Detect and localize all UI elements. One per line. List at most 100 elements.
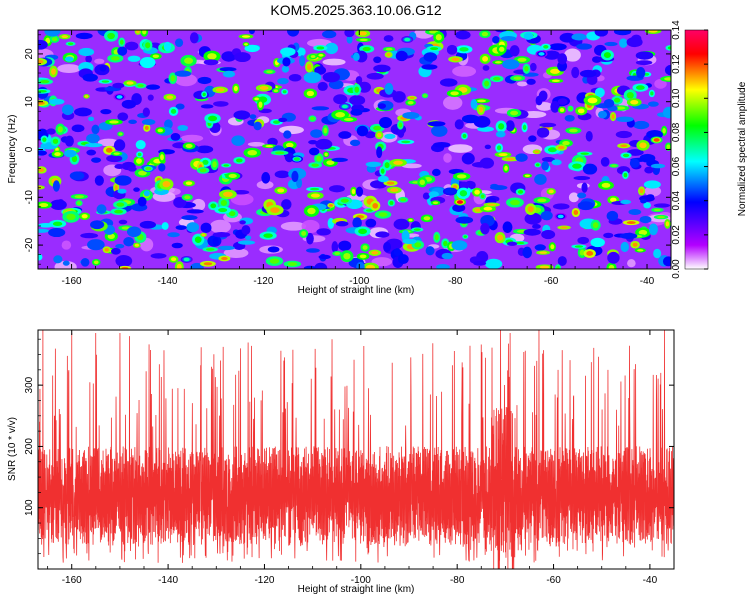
- spectrogram-blob: [85, 55, 92, 63]
- spectrogram-blob: [644, 166, 654, 174]
- spectrogram-blob-core: [586, 250, 594, 256]
- spectrogram-low-patch: [371, 257, 393, 267]
- spectrogram-blob-core: [666, 144, 671, 150]
- spectrogram-blob-core: [244, 43, 248, 46]
- spectrogram-blob: [287, 30, 300, 37]
- spectrogram-blob-core: [233, 85, 238, 92]
- spectrogram-blob: [598, 110, 608, 119]
- spectrogram-blob: [74, 107, 92, 117]
- spectrogram-blob-core: [603, 52, 612, 59]
- spectrogram-blob: [71, 124, 85, 133]
- spectrogram-blob-core: [126, 81, 134, 85]
- spectrogram-blob: [248, 30, 256, 35]
- spectrogram-blob: [536, 127, 550, 138]
- spectrogram-blob-core: [119, 39, 124, 45]
- spectrogram-blob-core: [215, 87, 225, 92]
- spectrogram-blob: [454, 119, 464, 130]
- spectrogram-blob-core: [550, 68, 560, 74]
- spectrogram-blob-core: [474, 208, 481, 212]
- spectrogram-blob: [303, 72, 322, 84]
- spectrogram-blob-core: [463, 235, 467, 238]
- spectrogram-blob-core: [559, 108, 565, 112]
- spectrogram-blob: [653, 203, 671, 208]
- spectrogram-blob: [233, 110, 251, 120]
- spectrogram-blob-core: [137, 152, 142, 157]
- spectrogram-blob: [383, 35, 394, 42]
- spectrogram-blob-core: [638, 229, 648, 236]
- spectrogram-blob: [439, 78, 458, 87]
- spectrogram-blob: [203, 59, 219, 66]
- spectrogram-blob-core: [371, 251, 379, 255]
- spectrogram-blob-core: [413, 228, 421, 231]
- spectrogram-blob: [647, 101, 659, 107]
- spectrogram-blob-core: [176, 263, 182, 269]
- spectrogram-blob: [314, 66, 327, 75]
- spectrogram-blob: [110, 247, 121, 255]
- spectrogram-blob: [425, 246, 435, 256]
- spectrogram-blob: [164, 119, 173, 130]
- spectrogram-blob-core: [105, 147, 113, 153]
- spectrogram-blob: [451, 240, 468, 251]
- spectrogram-blob-core: [430, 47, 439, 51]
- spectrogram-blob: [308, 139, 318, 145]
- spectrogram-blob: [221, 51, 237, 62]
- spectrogram-blob-core: [459, 190, 468, 197]
- spectrogram-blob: [52, 180, 60, 192]
- spectrogram-blob: [524, 212, 542, 225]
- y-tick-label: 100: [24, 499, 35, 516]
- spectrogram-low-patch: [654, 78, 667, 89]
- spectrogram-blob: [539, 122, 557, 128]
- spectrogram-x-label: Height of straight line (km): [298, 285, 415, 296]
- spectrogram-blob-core: [527, 205, 534, 213]
- spectrogram-blob-core: [162, 180, 171, 188]
- spectrogram-blob: [484, 144, 492, 150]
- spectrogram-low-patch: [452, 65, 477, 77]
- spectrogram-blob-core: [517, 57, 527, 62]
- spectrogram-blob-core: [203, 262, 213, 266]
- spectrogram-blob: [356, 261, 365, 269]
- spectrogram-blob: [492, 36, 500, 44]
- colorbar-tick-label: 0.08: [671, 122, 682, 142]
- spectrogram-blob: [127, 166, 137, 172]
- spectrogram-blob: [577, 236, 590, 245]
- spectrogram-blob-core: [170, 257, 177, 262]
- spectrogram-blob: [346, 35, 353, 44]
- spectrogram-blob: [523, 228, 541, 236]
- colorbar-tick-label: 0.12: [671, 54, 682, 74]
- spectrogram-peak: [145, 166, 152, 171]
- spectrogram-blob-core: [134, 243, 139, 247]
- spectrogram-blob: [635, 51, 654, 60]
- spectrogram-blob-core: [202, 92, 206, 97]
- spectrogram-blob: [352, 217, 362, 229]
- spectrogram-blob: [549, 43, 567, 51]
- spectrogram-blob: [338, 131, 352, 139]
- spectrogram-blob-core: [408, 219, 413, 222]
- colorbar-tick-label: 0.02: [671, 225, 682, 245]
- spectrogram-blob: [640, 198, 647, 204]
- spectrogram-blob-core: [274, 151, 285, 155]
- spectrogram-blob: [428, 191, 439, 198]
- y-tick-label: -20: [24, 237, 35, 252]
- spectrogram-blob-core: [648, 30, 658, 33]
- spectrogram-blob: [62, 260, 70, 266]
- spectrogram-blob-core: [493, 76, 501, 81]
- spectrogram-blob-core: [328, 204, 333, 207]
- spectrogram-blob: [213, 101, 229, 107]
- spectrogram-blob-core: [166, 95, 174, 100]
- y-tick-label: 20: [24, 48, 35, 60]
- spectrogram-blob: [571, 33, 587, 41]
- spectrogram-blob-core: [378, 212, 388, 217]
- y-tick-label: 0: [24, 146, 35, 152]
- spectrogram-blob: [441, 252, 453, 260]
- spectrogram-blob-core: [620, 144, 628, 148]
- spectrogram-blob: [219, 67, 237, 72]
- spectrogram-blob: [171, 242, 183, 249]
- spectrogram-blob-core: [334, 252, 340, 255]
- spectrogram-blob: [333, 94, 348, 105]
- spectrogram-blob-core: [443, 240, 448, 247]
- spectrogram-blob-core: [199, 168, 207, 173]
- spectrogram-blob: [38, 222, 54, 228]
- spectrogram-blob-core: [665, 221, 670, 227]
- spectrogram-blob-core: [57, 126, 63, 133]
- spectrogram-blob: [38, 39, 48, 50]
